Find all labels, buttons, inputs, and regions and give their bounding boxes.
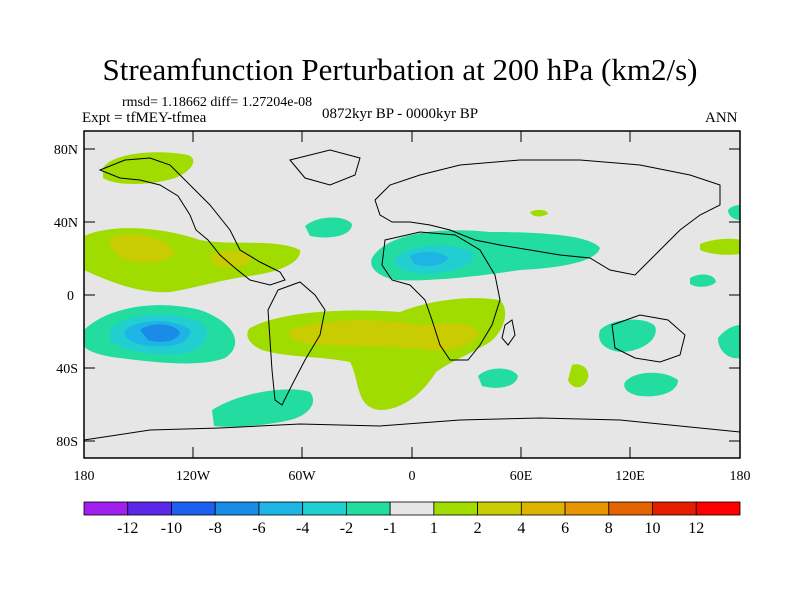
field-east-asia-neg [728,205,740,220]
lon-label-120e: 120E [615,469,645,484]
colorbar-swatch [564,501,610,516]
field-south-tropics-pos2 [289,320,480,351]
field-south-pacific-neg4 [140,324,180,342]
colorbar-label: -8 [209,520,222,537]
field-east-asia-pos [700,238,740,255]
colorbar-label: 1 [430,520,438,537]
colorbar-label: -4 [296,520,309,537]
colorbar-label: 6 [561,520,569,537]
lon-label-120w: 120W [176,469,211,484]
coast-madagascar [501,319,516,346]
field-north-pacific-east-neg [690,274,716,287]
colorbar-swatch [608,501,653,516]
colorbar-label: 2 [474,520,482,537]
colorbar-swatch [214,501,260,516]
lat-label-0: 0 [67,289,74,304]
colorbar-label: 4 [517,520,525,537]
colorbar-swatch [83,501,129,516]
stats-label: rmsd= 1.18662 diff= 1.27204e-08 [122,95,313,110]
lon-label-180e: 180 [730,469,751,484]
coast-south-america [267,281,326,406]
map-title: Streamfunction Perturbation at 200 hPa (… [102,52,698,87]
colorbar-label: 10 [645,520,661,537]
lat-label-40s: 40S [56,362,78,377]
field-china-pos [530,209,548,217]
period-label: 0872kyr BP - 0000kyr BP [322,106,479,122]
coast-africa [381,231,501,361]
colorbar-swatch [477,501,522,516]
lon-labels: 180 120W 60W 0 60E 120E 180 [74,469,751,484]
coast-eurasia [374,159,721,276]
lat-label-80n: 80N [54,143,78,158]
field-regions [84,152,740,427]
field-south-indian-neg [478,368,518,388]
experiment-label: Expt = tfMEY-tfmea [82,110,207,126]
colorbar-swatch [345,501,391,516]
lon-label-60e: 60E [510,469,533,484]
lon-label-0: 0 [409,469,416,484]
lon-label-60w: 60W [288,469,316,484]
lon-label-180w: 180 [74,469,95,484]
coast-north-america [98,157,286,286]
colorbar-label: 12 [688,520,704,537]
colorbar-swatch [258,501,304,516]
coastlines [83,149,741,441]
colorbar-swatch [520,501,566,516]
colorbar-label: -6 [252,520,265,537]
colorbar-label: -10 [161,520,182,537]
colorbar-swatch [302,501,347,516]
colorbar-label: -12 [117,520,138,537]
colorbar-swatch [389,501,435,516]
colorbar-swatch [433,501,479,516]
colorbar-label: -1 [383,520,396,537]
lat-ticks [84,148,740,442]
field-ne-pacific-pos2 [109,234,175,263]
colorbar [83,501,741,516]
lat-labels: 80N 40N 0 40S 80S [54,143,78,450]
colorbar-swatch [127,501,172,516]
field-south-australia-neg [624,372,678,397]
colorbar-label: 8 [605,520,613,537]
colorbar-swatch [652,501,697,516]
lat-label-40n: 40N [54,216,78,231]
field-north-africa-neg3 [410,251,448,266]
colorbar-label: -2 [340,520,353,537]
colorbar-swatch [695,501,741,516]
season-label: ANN [705,110,738,126]
lat-label-80s: 80S [56,435,78,450]
field-southern-ocean-neg [212,389,314,427]
coast-greenland [289,149,361,186]
coast-australia [611,314,686,363]
field-australia-neg [599,319,656,352]
colorbar-labels: -12 -10 -8 -6 -4 -2 -1 1 2 4 6 8 10 12 [117,520,704,537]
field-indian-ocean-pos [568,364,589,388]
lon-ticks [83,131,741,458]
coast-antarctica [83,417,741,441]
field-north-atlantic-neg [305,217,352,238]
map-background [84,131,740,458]
colorbar-swatch [171,501,216,516]
field-east-australia-neg [718,325,740,359]
